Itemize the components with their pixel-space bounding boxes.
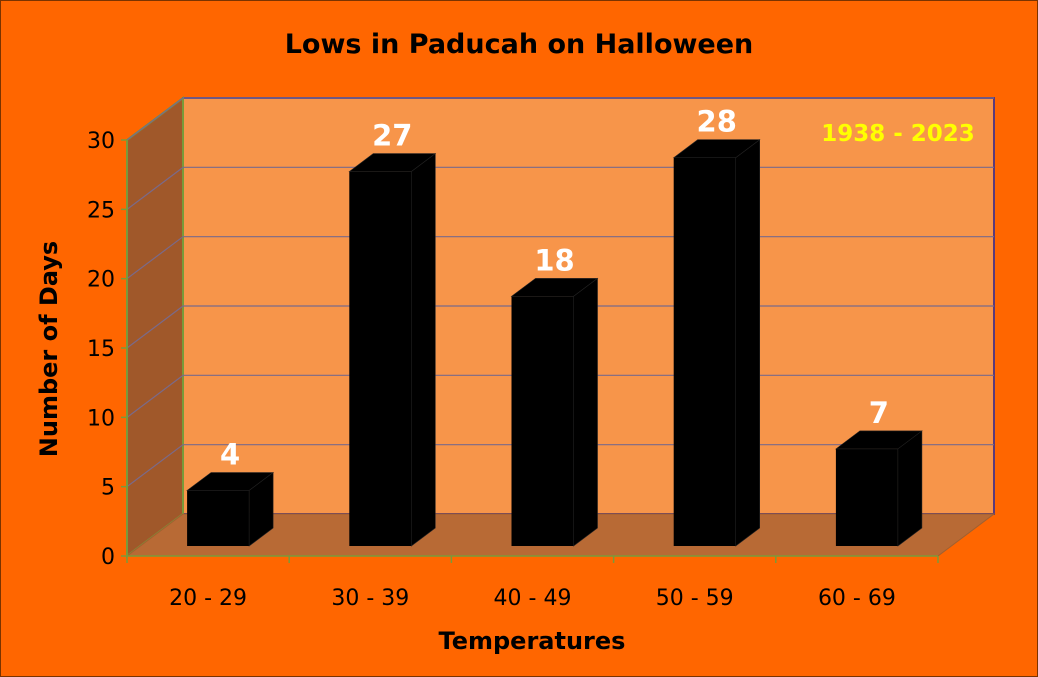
y-axis: 0 5 10 15 20 25 30 [87, 129, 128, 570]
data-label: 4 [220, 438, 240, 472]
x-tick-label: 30 - 39 [331, 586, 409, 611]
data-label: 27 [372, 119, 412, 153]
chart-title: Lows in Paducah on Halloween [285, 29, 754, 60]
gridline [126, 97, 994, 141]
bar-side [573, 277, 598, 547]
y-tick-label: 25 [87, 198, 115, 223]
x-tick-label: 50 - 59 [656, 586, 734, 611]
y-tick-label: 0 [101, 545, 115, 570]
bar-side [735, 139, 761, 547]
x-tick-label: 20 - 29 [169, 586, 247, 611]
y-tick-label: 20 [87, 268, 115, 293]
bar [187, 490, 250, 546]
y-tick-label: 5 [101, 476, 115, 501]
y-tick-label: 10 [87, 406, 115, 431]
x-tick-label: 40 - 49 [494, 586, 572, 611]
data-label: 28 [697, 105, 737, 139]
bars [186, 139, 923, 547]
bar [673, 157, 736, 546]
bar [835, 448, 898, 546]
x-axis-title: Temperatures [439, 627, 626, 655]
data-labels: 4 27 18 28 7 [220, 105, 889, 472]
x-axis: 20 - 29 30 - 39 40 - 49 50 - 59 60 - 69 [126, 555, 939, 611]
y-tick-label: 15 [87, 337, 115, 362]
y-axis-title: Number of Days [35, 241, 63, 457]
bar-side [897, 430, 923, 547]
year-range-annotation: 1938 - 2023 [821, 121, 975, 147]
y-tick-label: 30 [87, 129, 115, 154]
bar [511, 296, 574, 546]
bar [349, 171, 412, 546]
data-label: 18 [534, 243, 574, 277]
x-tick-label: 60 - 69 [818, 586, 896, 611]
data-label: 7 [869, 396, 889, 430]
bar-side [410, 153, 436, 547]
bar-side [248, 471, 274, 547]
